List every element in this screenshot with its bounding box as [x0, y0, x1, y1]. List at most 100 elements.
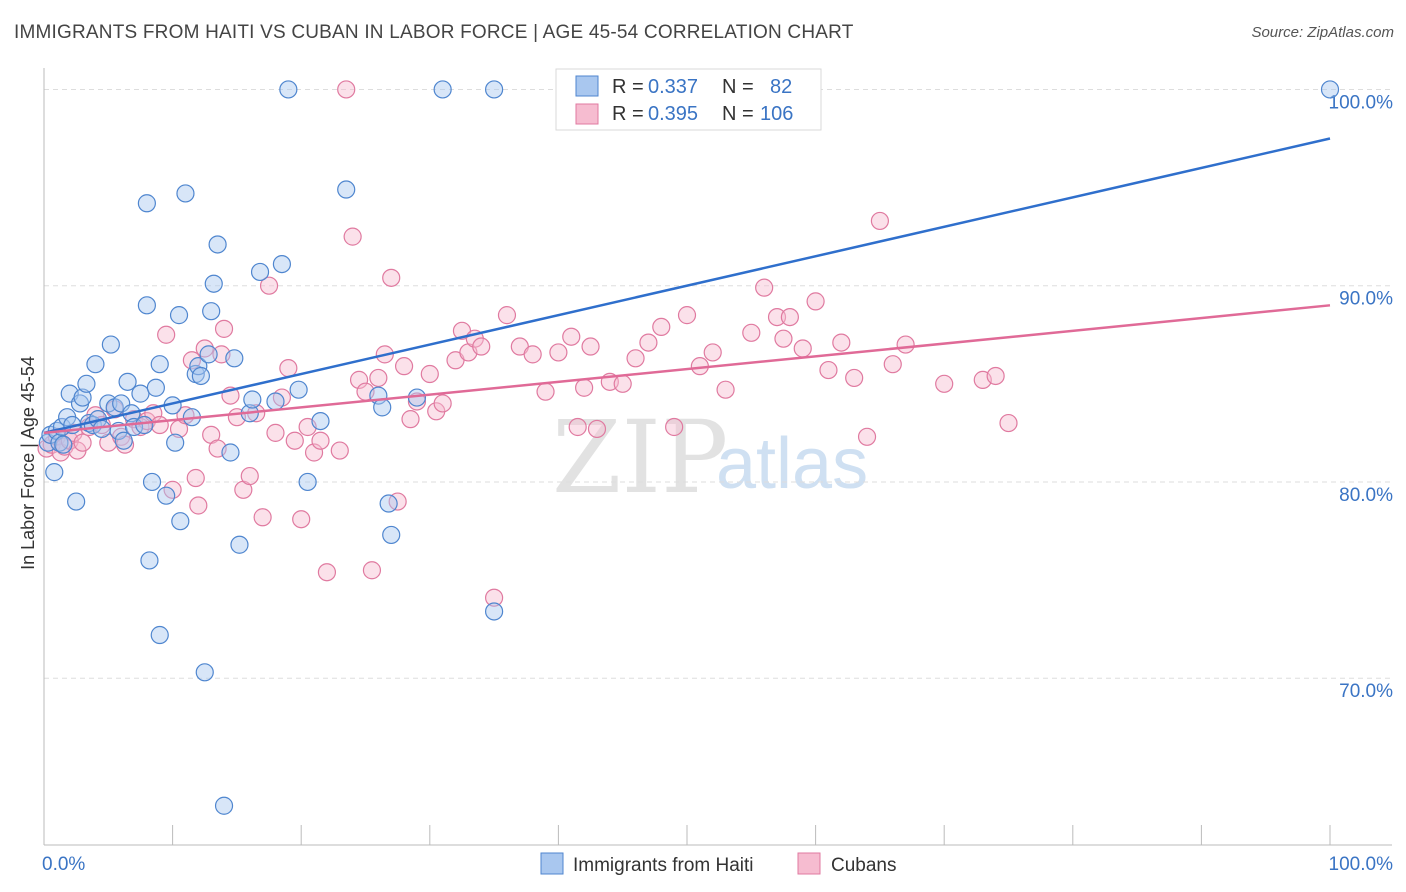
haiti-point	[225, 349, 244, 368]
cuban-point	[253, 508, 272, 527]
chart-title: IMMIGRANTS FROM HAITI VS CUBAN IN LABOR …	[14, 22, 854, 43]
cuban-point	[259, 276, 279, 295]
cuban-point	[575, 378, 594, 397]
legend-n-label-cuban: N =	[722, 103, 754, 125]
series-legend: Immigrants from Haiti Cubans	[540, 852, 897, 876]
haiti-point	[114, 431, 133, 450]
cuban-point	[780, 307, 799, 327]
cuban-point	[73, 433, 92, 452]
cuban-point	[999, 413, 1018, 433]
x-tick-label-min: 0.0%	[42, 854, 85, 875]
y-tick-labels: 70.0% 80.0% 90.0% 100.0%	[1329, 92, 1394, 702]
cuban-point	[819, 360, 838, 380]
legend-r-label-haiti: R =	[612, 76, 644, 98]
cuban-point	[304, 443, 324, 462]
watermark-atlas: atlas	[716, 424, 868, 504]
cuban-point	[716, 380, 735, 399]
cuban-point	[337, 80, 356, 99]
trend-line-cuban	[43, 304, 1331, 435]
haiti-point	[140, 551, 159, 570]
cuban-point	[549, 343, 568, 362]
cuban-point	[665, 417, 684, 437]
cuban-point	[793, 339, 812, 358]
y-axis-label: In Labor Force | Age 45-54	[18, 356, 38, 570]
haiti-point	[204, 274, 223, 293]
legend-r-label-cuban: R =	[612, 103, 644, 125]
haiti-point	[195, 663, 214, 682]
haiti-point	[166, 433, 185, 452]
cuban-point	[652, 317, 671, 336]
cuban-point	[497, 306, 517, 325]
chart-source: Source: ZipAtlas.com	[1251, 24, 1394, 41]
cuban-point	[523, 345, 542, 364]
cuban-point	[677, 306, 697, 325]
haiti-point	[382, 525, 401, 545]
cuban-point	[935, 374, 954, 393]
trend-lines	[43, 137, 1331, 435]
cuban-point	[150, 415, 169, 435]
legend-r-value-cuban: 0.395	[648, 103, 698, 125]
stats-legend-box	[555, 68, 822, 131]
watermark-zip: ZIP	[552, 399, 728, 516]
cuban-point	[581, 337, 600, 356]
bottom-legend-label-cuban: Cubans	[831, 855, 897, 876]
x-tick-labels: 0.0% 100.0%	[42, 854, 1393, 875]
haiti-point	[67, 492, 86, 511]
haiti-point	[289, 380, 308, 399]
cuban-point	[401, 410, 420, 429]
cuban-point	[420, 364, 439, 384]
haiti-point	[169, 306, 189, 325]
cuban-point	[845, 368, 864, 388]
cuban-point	[485, 588, 504, 607]
cuban-point	[755, 278, 774, 297]
cuban-point	[568, 417, 587, 437]
cuban-point	[896, 335, 915, 354]
legend-r-value-haiti: 0.337	[648, 76, 698, 98]
y-tick-label-70: 70.0%	[1339, 681, 1393, 702]
haiti-point	[199, 345, 218, 364]
cuban-point	[562, 327, 581, 346]
haiti-point	[131, 384, 150, 403]
haiti-point	[146, 378, 165, 397]
trend-line-haiti	[43, 137, 1331, 435]
cuban-point	[285, 431, 304, 450]
cuban-point	[189, 496, 208, 515]
cuban-point	[382, 268, 401, 287]
haiti-point	[157, 486, 176, 505]
cuban-point	[266, 423, 285, 442]
cuban-point	[587, 419, 607, 439]
legend-n-value-haiti: 82	[770, 76, 792, 98]
haiti-point	[379, 494, 398, 513]
haiti-point	[86, 355, 105, 374]
cuban-point	[883, 355, 902, 374]
cuban-point	[767, 307, 787, 327]
y-tick-label-100: 100.0%	[1329, 92, 1394, 113]
haiti-point	[191, 366, 210, 386]
haiti-point	[176, 184, 195, 203]
haiti-point	[77, 374, 96, 393]
bottom-legend-label-haiti: Immigrants from Haiti	[573, 855, 754, 876]
cuban-point	[388, 492, 407, 511]
haiti-point	[311, 412, 330, 431]
haiti-point	[433, 80, 452, 99]
cuban-point	[214, 319, 234, 338]
haiti-point	[202, 302, 221, 321]
haiti-point	[150, 355, 169, 374]
cuban-point	[330, 441, 349, 460]
y-tick-label-90: 90.0%	[1339, 289, 1393, 310]
legend-swatch-cuban	[575, 103, 599, 125]
haiti-point	[230, 535, 249, 554]
stats-legend: R = 0.337 N = 82 R = 0.395 N = 106	[555, 68, 822, 131]
cuban-point	[186, 468, 205, 488]
haiti-point	[45, 463, 64, 482]
cuban-point	[311, 431, 330, 450]
y-tick-label-80: 80.0%	[1339, 485, 1393, 506]
cuban-point	[433, 394, 452, 413]
haiti-point	[298, 472, 317, 492]
cuban-point	[369, 368, 388, 388]
haiti-point	[135, 415, 154, 435]
haiti-point	[221, 443, 240, 462]
haiti-point	[250, 262, 270, 282]
cuban-point	[986, 366, 1005, 386]
cuban-point	[343, 227, 362, 246]
